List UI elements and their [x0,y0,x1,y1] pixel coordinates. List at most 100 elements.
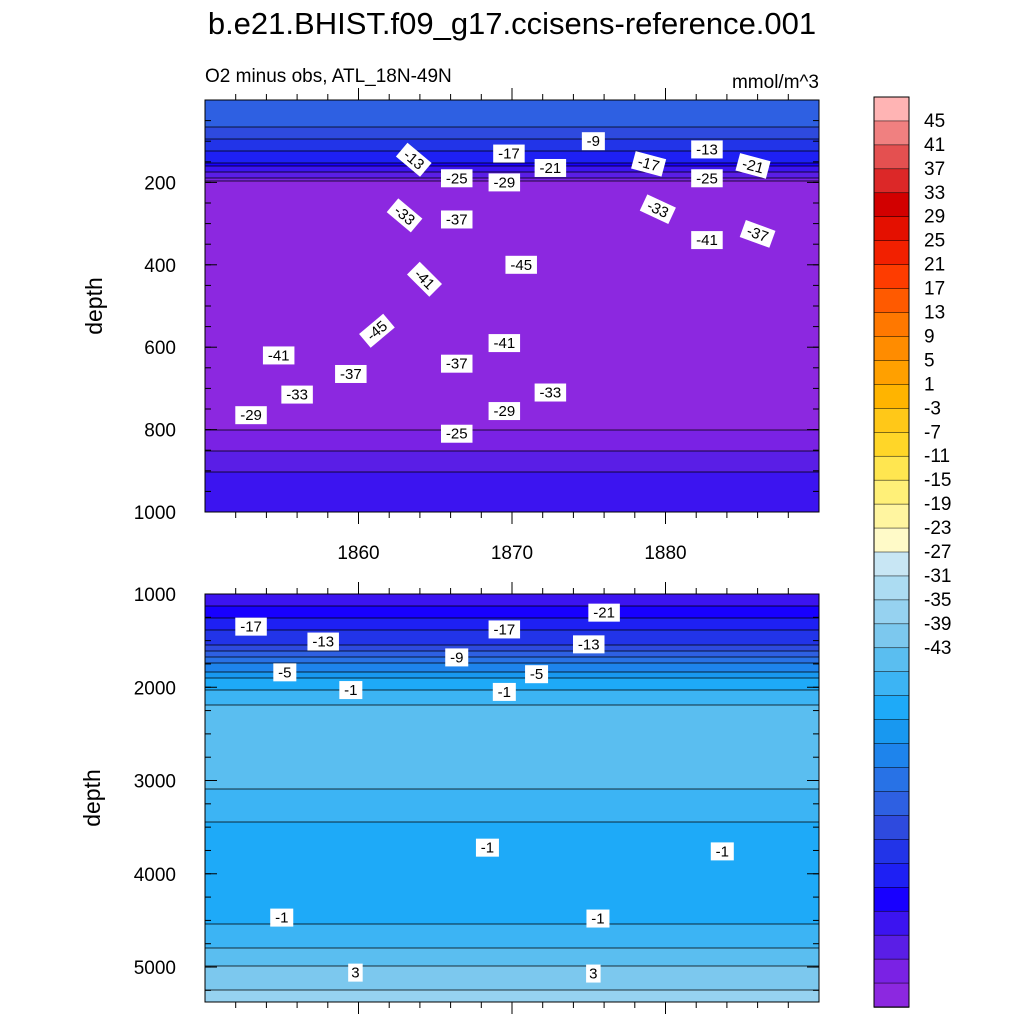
contour-band [205,454,819,458]
contour-label-box [534,158,567,177]
contour-band [205,214,819,218]
contour-band [205,786,819,790]
colorbar-label: -39 [924,614,951,635]
contour-band [205,472,819,476]
contour-label-text: -13 [578,636,600,653]
contour-band [205,708,819,712]
contour-band [205,672,819,676]
contour-band [205,193,819,197]
colorbar-swatch [873,934,910,960]
contour-band [205,882,819,886]
contour-band [205,433,819,437]
contour-label: -1 [710,842,734,861]
contour-band [205,972,819,976]
colorbar-swatch [873,503,910,529]
y-tick-label: 1000 [134,503,176,524]
contour-band [205,352,819,356]
contour-band [205,436,819,440]
colorbar-swatch [873,288,910,314]
contour-band [205,220,819,224]
contour-band [205,247,819,251]
contour-band [205,202,819,206]
colorbar-swatch [873,455,910,481]
contour-label: -17 [631,151,667,177]
contour-band [205,400,819,404]
contour-band [205,801,819,805]
contour-label-box [386,198,423,233]
contour-label-text: -29 [493,403,515,420]
contour-band [205,705,819,709]
contour-band [205,241,819,245]
contour-band [205,142,819,146]
contour-band [205,984,819,988]
contour-label-box [639,194,676,224]
contour-band [205,858,819,862]
contour-label: -17 [493,144,525,163]
colorbar-swatch [873,144,910,170]
contour-label: -5 [525,665,549,684]
contour-band [205,487,819,491]
contour-band [205,888,819,892]
contour-label: -1 [492,682,516,701]
contour-band [205,229,819,233]
contour-label-box [488,402,521,421]
contour-band [205,382,819,386]
contour-band [205,253,819,257]
contour-label: -13 [691,140,723,159]
contour-band [205,939,819,943]
colorbar-swatch [873,384,910,410]
contour-band [205,304,819,308]
colorbar-swatch [873,695,910,721]
contour-band [205,310,819,314]
contour-band [205,238,819,242]
colorbar-swatch [873,264,910,290]
contour-label-box [335,364,367,383]
contour-band [205,100,819,104]
contour-band [205,783,819,787]
contour-band [205,927,819,931]
upper-axes: 200 400 600 800 1000 1860 1870 1880 [134,88,819,564]
contour-band [205,451,819,455]
y-tick-label: 600 [144,338,176,359]
contour-band [205,370,819,374]
contour-band [205,394,819,398]
colorbar-swatch [873,743,910,769]
contour-label-box [581,132,605,151]
contour-label: -9 [581,132,605,151]
contour-band [205,298,819,302]
contour-label-box [488,334,521,353]
contour-label-box [488,620,521,639]
contour-band [205,612,819,616]
contour-band [205,493,819,497]
colorbar-swatch [873,192,910,218]
contour-label: -29 [235,406,267,425]
lower-contour-fills [205,594,819,1002]
contour-band [205,762,819,766]
contour-band [205,852,819,856]
colorbar-label: -35 [924,590,951,611]
contour-band [205,289,819,293]
colorbar-label: 5 [924,350,935,371]
contour-band [205,391,819,395]
contour-label-text: -25 [446,170,468,187]
colorbar-swatch [873,671,910,697]
contour-band [205,439,819,443]
contour-band [205,873,819,877]
contour-band [205,744,819,748]
contour-band [205,975,819,979]
contour-band [205,594,819,598]
contour-band [205,960,819,964]
colorbar-label: -23 [924,518,951,539]
contour-label-text: -1 [481,840,494,857]
contour-band [205,921,819,925]
contour-label-box [281,385,313,404]
contour-band [205,388,819,392]
contour-label: -25 [440,169,473,188]
contour-band [205,205,819,209]
contour-band [205,367,819,371]
contour-label-box [691,169,723,188]
contour-band [205,834,819,838]
contour-band [205,825,819,829]
contour-band [205,837,819,841]
colorbar-swatch [873,551,910,577]
